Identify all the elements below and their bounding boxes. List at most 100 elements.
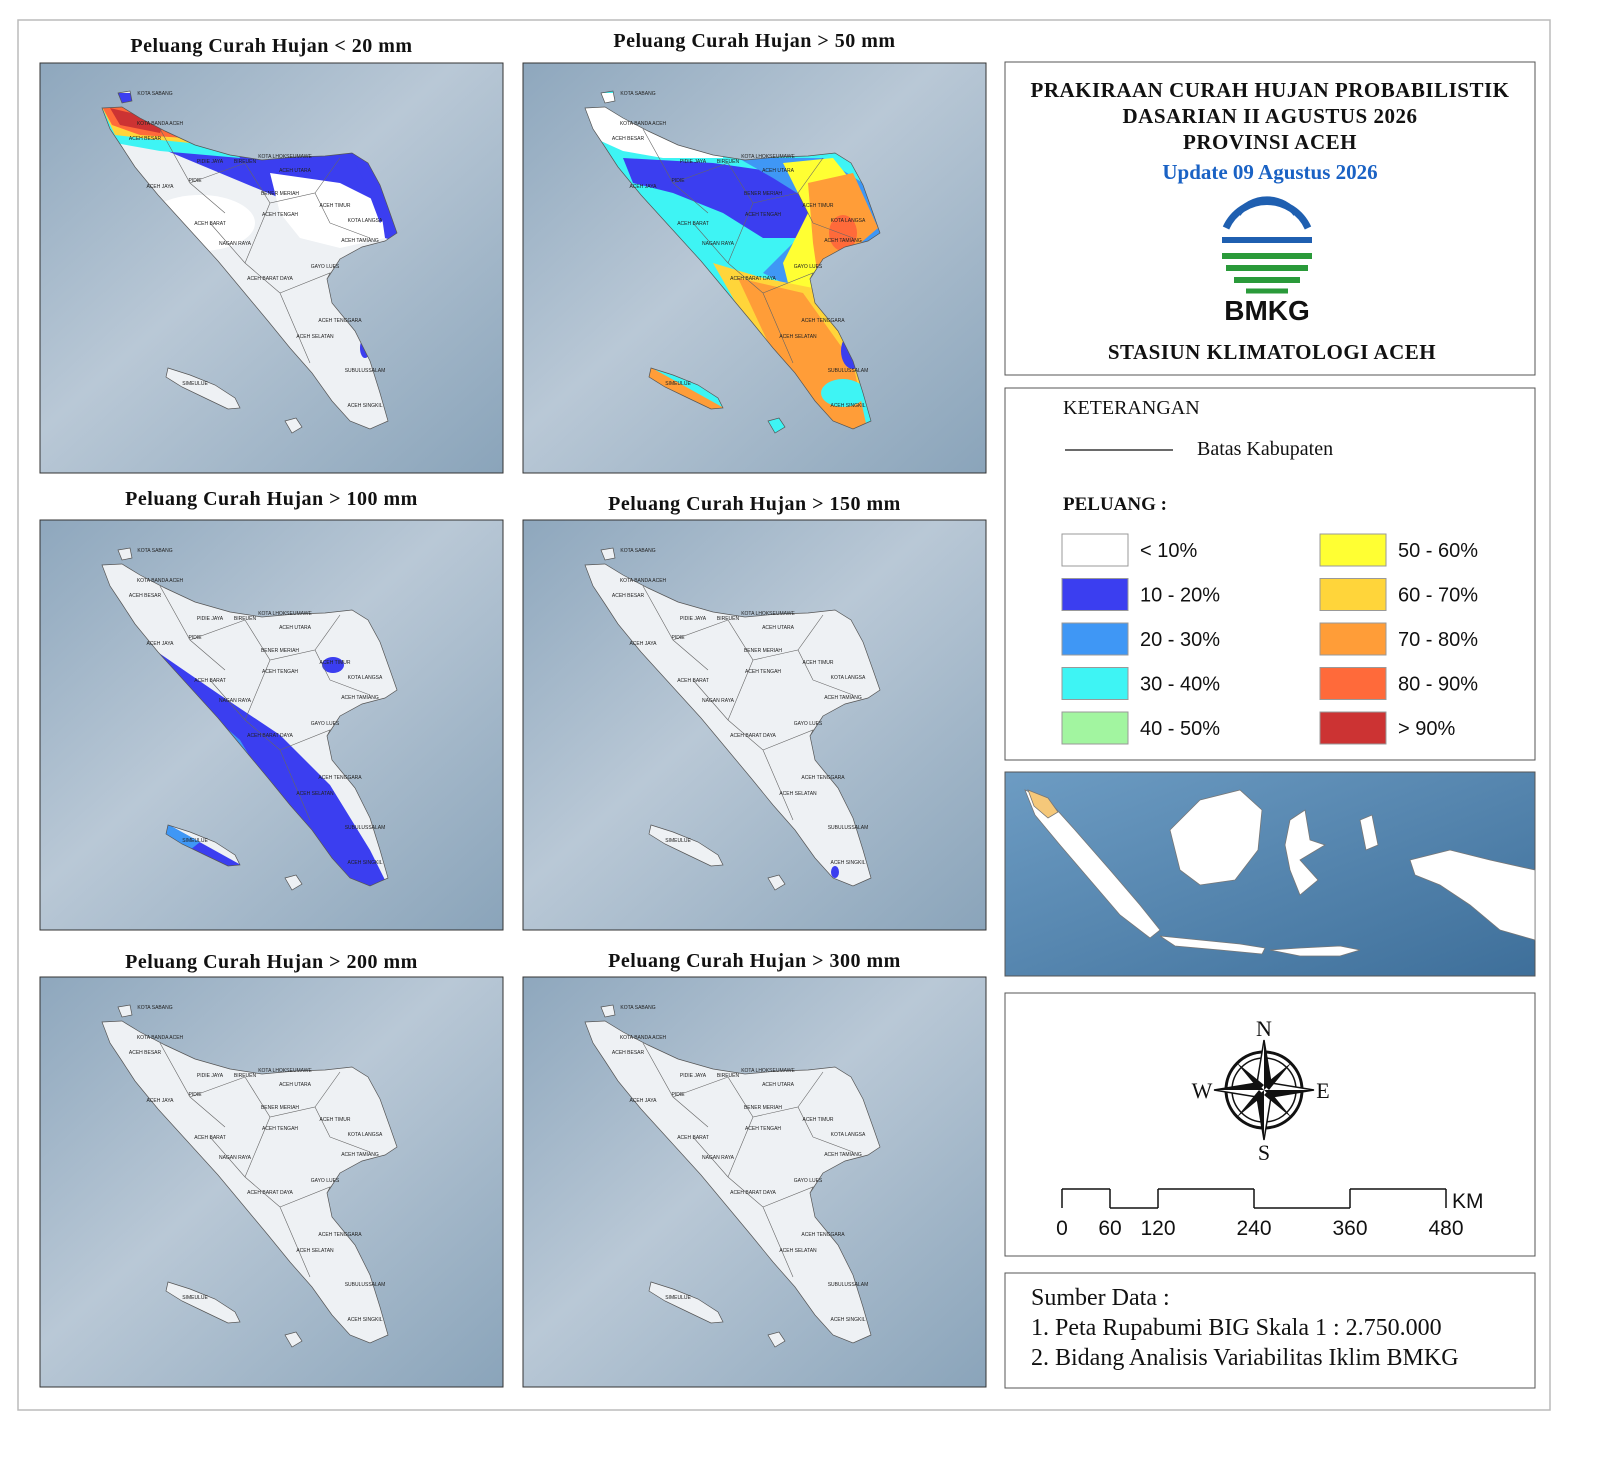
district-label: ACEH TENGGARA <box>318 775 362 781</box>
district-label: NAGAN RAYA <box>702 698 735 704</box>
district-label: ACEH TIMUR <box>319 660 350 666</box>
panel-title: Peluang Curah Hujan < 20 mm <box>130 35 412 57</box>
district-label: ACEH TENGGARA <box>801 318 845 324</box>
map-panel: KOTA SABANG KOTA BANDA ACEH ACEH BESAR PIDI… <box>522 519 987 931</box>
district-label: ACEH BARAT <box>194 678 226 684</box>
header-line: DASARIAN II AGUSTUS 2026 <box>1123 104 1418 128</box>
header-line: PROVINSI ACEH <box>1183 130 1357 154</box>
coastline <box>165 367 241 410</box>
district-label: KOTA LHOKSEUMAWE <box>741 154 795 160</box>
district-label: ACEH BARAT <box>194 1135 226 1141</box>
prob-area <box>322 657 344 673</box>
district-label: SIMEULUE <box>182 1295 208 1301</box>
district-label: PIDIE <box>671 1092 685 1098</box>
coastline <box>101 106 398 430</box>
district-label: ACEH TAMIANG <box>824 1152 862 1158</box>
district-label: ACEH TIMUR <box>802 203 833 209</box>
district-label: GAYO LUES <box>311 264 340 270</box>
district-label: ACEH TIMUR <box>802 660 833 666</box>
district-label: ACEH SINGKIL <box>830 1317 865 1323</box>
district-label: ACEH BESAR <box>612 136 645 142</box>
district-label: SIMEULUE <box>182 838 208 844</box>
coastline <box>165 824 241 867</box>
coastline <box>600 1004 616 1018</box>
district-label: ACEH JAYA <box>146 1098 174 1104</box>
coastline <box>767 874 786 891</box>
district-label: KOTA LHOKSEUMAWE <box>741 1068 795 1074</box>
coastline <box>165 1281 241 1324</box>
land <box>166 368 240 409</box>
district-label: SUBULUSSALAM <box>345 368 386 374</box>
district-label: BENER MERIAH <box>261 1105 299 1111</box>
district-label: ACEH SELATAN <box>779 334 817 340</box>
district-label: ACEH JAYA <box>146 641 174 647</box>
district-label: ACEH TAMIANG <box>341 238 379 244</box>
district-label: BIREUEN <box>717 616 740 622</box>
district-label: BIREUEN <box>234 159 257 165</box>
prob-area <box>270 173 385 248</box>
land <box>102 1021 397 1343</box>
compass-west: W <box>1192 1078 1213 1103</box>
district-label: KOTA LHOKSEUMAWE <box>258 154 312 160</box>
district-boundary <box>642 585 854 821</box>
district-label: GAYO LUES <box>311 1178 340 1184</box>
coastline <box>117 1004 133 1018</box>
coastline <box>284 1331 303 1348</box>
land <box>118 1005 132 1017</box>
district-label: ACEH TENGAH <box>262 1126 298 1132</box>
district-label: SUBULUSSALAM <box>828 1282 869 1288</box>
district-label: NAGAN RAYA <box>702 1155 735 1161</box>
district-label: ACEH TIMUR <box>802 1117 833 1123</box>
legend-label: 50 - 60% <box>1398 540 1478 562</box>
source-item: 1. Peta Rupabumi BIG Skala 1 : 2.750.000 <box>1031 1315 1442 1341</box>
coastline <box>767 417 786 434</box>
land <box>601 548 615 560</box>
land <box>649 1282 723 1323</box>
legend-label: 80 - 90% <box>1398 674 1478 696</box>
source-item: 2. Bidang Analisis Variabilitas Iklim BM… <box>1031 1345 1459 1371</box>
district-label: ACEH SELATAN <box>296 791 334 797</box>
district-label: ACEH BARAT DAYA <box>247 1190 293 1196</box>
district-label: NAGAN RAYA <box>219 698 252 704</box>
district-label: KOTA SABANG <box>620 548 655 554</box>
district-label: PIDIE <box>188 1092 202 1098</box>
district-label: ACEH JAYA <box>146 184 174 190</box>
panel-title: Peluang Curah Hujan > 100 mm <box>125 488 418 510</box>
land <box>118 548 132 560</box>
panel-title: Peluang Curah Hujan > 300 mm <box>608 950 901 972</box>
coastline <box>648 367 724 410</box>
land <box>585 564 880 886</box>
district-label: SUBULUSSALAM <box>828 368 869 374</box>
district-label: SIMEULUE <box>182 381 208 387</box>
land <box>585 1021 880 1343</box>
district-label: ACEH BARAT <box>677 678 709 684</box>
district-label: ACEH SINGKIL <box>347 403 382 409</box>
legend-label: > 90% <box>1398 718 1455 740</box>
map-panel: KOTA SABANG KOTA BANDA ACEH ACEH BESAR PIDI… <box>522 976 987 1388</box>
district-label: ACEH SELATAN <box>779 1248 817 1254</box>
legend-swatch <box>1319 622 1387 656</box>
coastline <box>600 90 616 104</box>
map-panel: KOTA SABANG KOTA BANDA ACEH ACEH BESAR PIDI… <box>39 62 504 474</box>
bmkg-logo: BMKG <box>1222 196 1312 326</box>
district-label: PIDIE JAYA <box>197 159 224 165</box>
district-label: BENER MERIAH <box>744 648 782 654</box>
district-label: SUBULUSSALAM <box>828 825 869 831</box>
district-label: KOTA SABANG <box>620 91 655 97</box>
legend-swatch <box>1319 578 1387 611</box>
district-label: KOTA BANDA ACEH <box>137 121 184 127</box>
district-label: ACEH UTARA <box>279 625 312 631</box>
district-label: ACEH UTARA <box>279 1082 312 1088</box>
district-label: ACEH BESAR <box>129 593 162 599</box>
outer-frame <box>17 19 1551 1411</box>
coastline <box>284 417 303 434</box>
district-label: KOTA BANDA ACEH <box>620 1035 667 1041</box>
logo-text: BMKG <box>1224 295 1310 326</box>
district-label: ACEH TENGGARA <box>318 318 362 324</box>
district-label: ACEH BARAT DAYA <box>730 733 776 739</box>
district-label: KOTA LANGSA <box>831 218 866 224</box>
district-label: PIDIE JAYA <box>197 616 224 622</box>
map-panel: KOTA SABANG KOTA BANDA ACEH ACEH BESAR PIDI… <box>39 519 504 931</box>
district-label: ACEH BARAT DAYA <box>730 1190 776 1196</box>
